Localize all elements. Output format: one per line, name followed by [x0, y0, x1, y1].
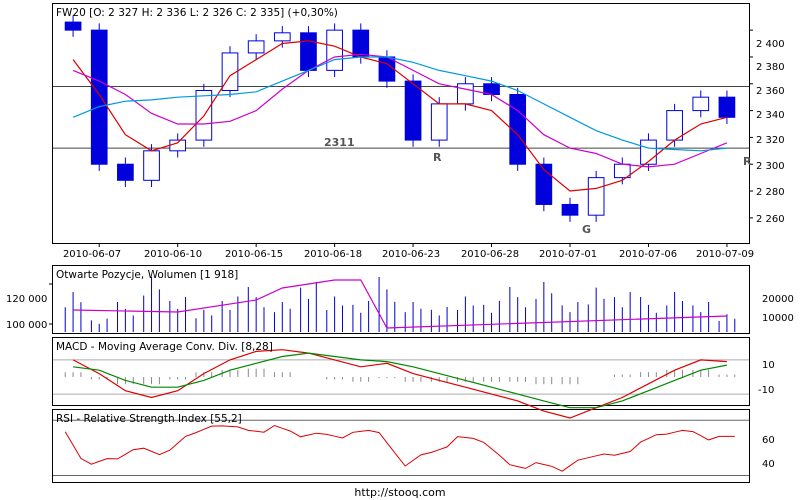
candle-body	[326, 29, 343, 71]
x-tick-label: 2010-06-07	[63, 249, 121, 260]
rsi-y-tick: 40	[762, 459, 775, 470]
macd-panel	[53, 349, 749, 419]
annotation-r-1: R	[433, 151, 442, 164]
macd-y-tick: 10	[762, 360, 775, 371]
candle-body	[273, 32, 291, 42]
candle-body	[666, 110, 683, 141]
candle-body	[143, 150, 160, 181]
volume-panel-title: Otwarte Pozycje, Wolumen [1 918]	[56, 269, 238, 281]
candle-body	[300, 32, 317, 71]
candle-body	[640, 139, 657, 165]
moving-average-line	[72, 53, 728, 168]
rsi-line	[64, 424, 735, 472]
open-interest-line	[73, 279, 727, 329]
candle-body	[430, 103, 448, 141]
annotation-2311: 2311	[324, 136, 355, 149]
candle-body	[64, 21, 82, 31]
price-y-tick: 2 340	[756, 110, 785, 121]
x-tick-label: 2010-06-23	[382, 249, 440, 260]
volume-y-tick: 20000	[762, 294, 794, 305]
price-panel-frame	[52, 3, 750, 244]
x-tick-label: 2010-06-28	[461, 249, 519, 260]
candle-body	[117, 163, 134, 181]
candle-body	[692, 96, 710, 112]
annotation-r-2: R	[743, 155, 752, 168]
price-y-tick: 2 380	[756, 62, 785, 73]
price-y-tick: 2 320	[756, 135, 785, 146]
price-y-tick: 2 360	[756, 86, 785, 97]
rsi-y-tick: 60	[762, 435, 775, 446]
price-y-tick: 2 300	[756, 161, 785, 172]
x-tick-label: 2010-07-06	[619, 249, 677, 260]
x-tick-label: 2010-07-09	[696, 249, 754, 260]
volume-panel-frame	[52, 265, 750, 334]
rsi-panel	[53, 419, 749, 476]
candle-body	[247, 40, 265, 54]
price-y-tick: 2 280	[756, 187, 785, 198]
x-tick-label: 2010-06-10	[144, 249, 202, 260]
candle-body	[352, 29, 370, 58]
candle-body	[718, 96, 736, 118]
price-y-tick: 2 400	[756, 39, 785, 50]
x-tick-label: 2010-07-01	[539, 249, 597, 260]
moving-average-line	[72, 40, 728, 192]
x-tick-label: 2010-06-15	[225, 249, 283, 260]
candle-body	[535, 163, 553, 205]
price-panel	[53, 15, 753, 247]
candle-body	[169, 139, 187, 152]
candle-body	[90, 29, 108, 165]
x-tick-label: 2010-06-18	[304, 249, 362, 260]
rsi-panel-title: RSI - Relative Strength Index [55,2]	[56, 413, 242, 425]
candle-body	[561, 203, 579, 216]
oi-y-tick: 100 000	[6, 320, 47, 331]
candle-body	[509, 94, 527, 165]
macd-panel-title: MACD - Moving Average Conv. Div. [8,28]	[56, 341, 273, 353]
candle-body	[378, 56, 396, 82]
macd-signal-line	[73, 352, 728, 409]
volume-y-tick: 10000	[762, 313, 794, 324]
price-y-tick: 2 260	[756, 214, 785, 225]
rsi-panel-frame	[52, 409, 750, 483]
candle-body	[457, 83, 474, 105]
price-panel-title: FW20 [O: 2 327 H: 2 336 L: 2 326 C: 2 33…	[56, 7, 338, 19]
candle-body	[587, 177, 605, 216]
footer-url: http://stooq.com	[354, 486, 445, 499]
candle-body	[404, 80, 422, 141]
macd-y-tick: -10	[758, 385, 774, 396]
annotation-g: G	[582, 223, 591, 236]
moving-average-line	[72, 56, 727, 152]
macd-line	[72, 349, 727, 419]
oi-y-tick: 120 000	[6, 294, 47, 305]
volume-panel	[49, 277, 736, 332]
